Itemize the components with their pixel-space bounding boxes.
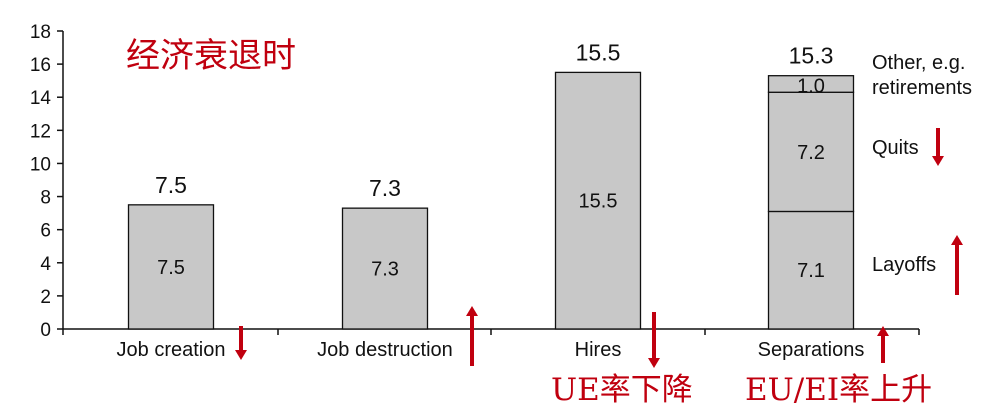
y-tick-label: 10	[30, 154, 51, 175]
bar-total-label: 15.3	[789, 43, 834, 69]
y-tick-label: 0	[40, 320, 51, 341]
bar-total-label: 15.5	[576, 39, 621, 65]
side-label-quits: Quits	[872, 137, 919, 159]
side-label-other-1: Other, e.g.	[872, 52, 965, 74]
bar-value-label: 15.5	[579, 191, 618, 213]
y-tick-label: 8	[40, 188, 51, 209]
bar-segment	[767, 75, 855, 93]
bar-total-label: 7.3	[369, 175, 401, 201]
bar-value-label: 7.5	[157, 257, 185, 279]
arrow-down-job-creation	[235, 326, 247, 360]
bar-value-label: 7.1	[797, 260, 825, 282]
bars: 7.5 7.5 7.3 7.3 15.5 15.5 7.1 7.2 1.0 15.3	[127, 39, 855, 330]
y-axis: 0 2 4 6 8 10 12 14 16 18 Job creation Job destructi…	[30, 22, 920, 361]
y-tick-label: 12	[30, 121, 51, 142]
bar-value-label: 7.2	[797, 142, 825, 164]
arrow-down-hires	[648, 312, 660, 368]
arrow-down-quits	[932, 128, 944, 166]
arrow-up-separations	[877, 326, 889, 363]
bar-total-label: 7.5	[155, 172, 187, 198]
y-tick-label: 14	[30, 88, 52, 109]
side-label-layoffs: Layoffs	[872, 254, 936, 276]
annotation-ue-rate: UE率下降	[551, 372, 693, 408]
arrow-up-job-destruction	[466, 306, 478, 366]
bar-segment	[127, 204, 215, 330]
bar-value-label: 7.3	[371, 259, 399, 281]
side-label-other-2: retirements	[872, 77, 972, 99]
y-tick-label: 2	[40, 287, 51, 308]
trend-arrows	[235, 128, 963, 368]
x-category-label: Job destruction	[317, 339, 453, 361]
y-tick-label: 18	[30, 22, 51, 43]
bar-segment	[341, 207, 429, 330]
bar-value-label: 1.0	[797, 76, 825, 98]
arrow-up-layoffs	[951, 235, 963, 295]
x-category-label: Job creation	[117, 339, 226, 361]
y-tick-label: 4	[40, 254, 51, 275]
bar-segment	[554, 71, 642, 330]
annotation-eu-ei-rate: EU/EI率上升	[745, 372, 932, 408]
x-category-label: Hires	[575, 339, 622, 361]
chart-title: 经济衰退时	[126, 36, 296, 76]
y-tick-label: 16	[30, 55, 51, 76]
bar-segment	[767, 91, 855, 213]
y-tick-label: 6	[40, 221, 51, 242]
x-category-label: Separations	[758, 339, 865, 361]
